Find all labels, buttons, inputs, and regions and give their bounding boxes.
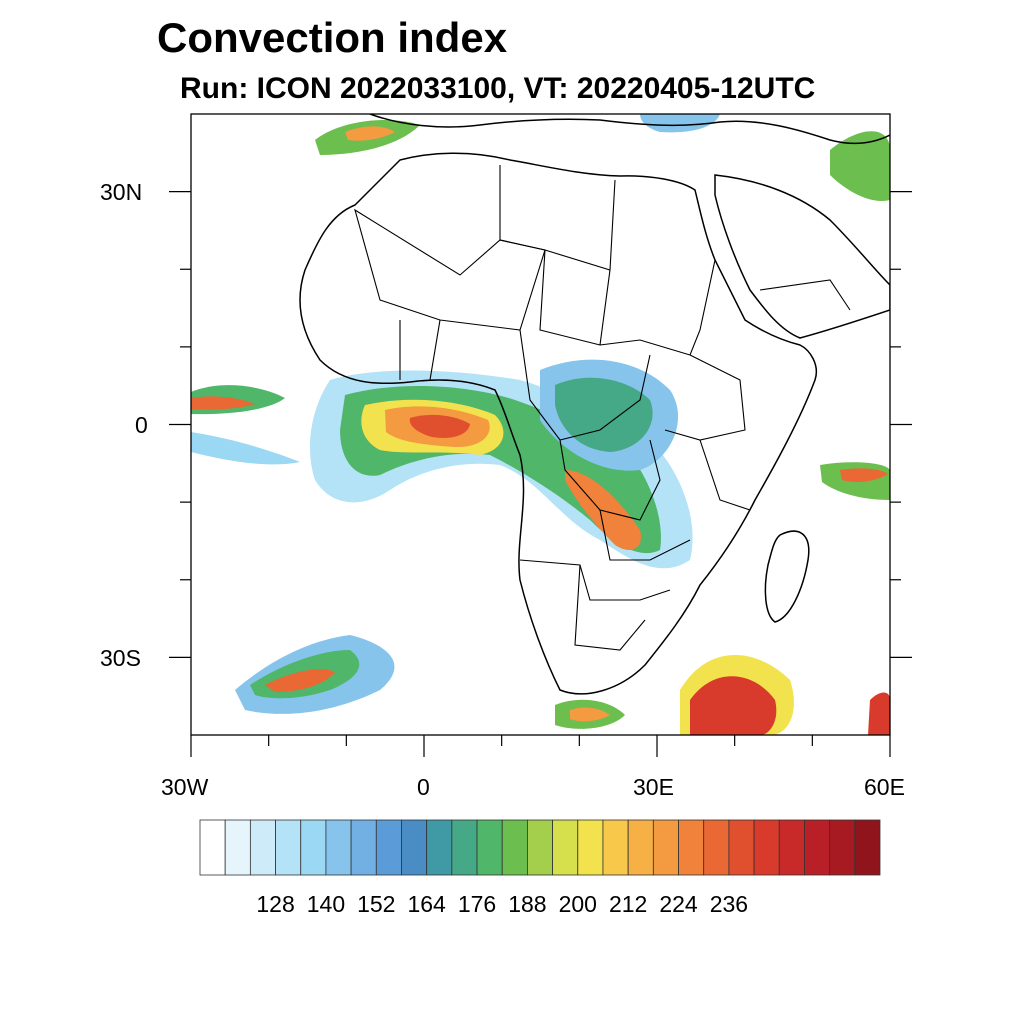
convection-area-red xyxy=(409,414,470,438)
convection-area-med-east xyxy=(640,114,720,133)
lat-label-30s: 30S xyxy=(100,645,141,671)
convection-area-atlantic-south xyxy=(191,432,300,465)
convection-area-south-east-core xyxy=(690,676,777,735)
madagascar-coastline xyxy=(764,530,810,623)
map-subtitle: Run: ICON 2022033100, VT: 20220405-12UTC xyxy=(180,72,816,105)
africa-coastline xyxy=(299,152,817,695)
convection-area-congo-green xyxy=(555,377,653,452)
convection-area-atlantic-north-core xyxy=(191,396,255,410)
convection-area-med-west-core xyxy=(345,126,395,141)
convection-area-cape-core xyxy=(570,707,610,722)
arabia-coastline xyxy=(714,174,890,339)
convection-shading xyxy=(191,114,890,735)
convection-area-congo-orange xyxy=(565,470,641,550)
lat-label-0: 0 xyxy=(135,412,148,438)
convection-area-caspian xyxy=(830,131,890,201)
map-title: Convection index xyxy=(157,14,508,61)
europe-coastline xyxy=(369,114,890,145)
lon-label-60e: 60E xyxy=(864,774,905,800)
convection-area-south-atlantic-core xyxy=(265,669,335,692)
coastlines xyxy=(299,114,890,695)
lon-label-30e: 30E xyxy=(633,774,674,800)
lon-label-0: 0 xyxy=(417,774,430,800)
convection-area-indian-ocean-core xyxy=(840,468,888,482)
country-borders xyxy=(354,165,851,651)
convection-area-far-southeast xyxy=(868,692,890,735)
axis-ticks xyxy=(169,191,912,757)
lat-label-30n: 30N xyxy=(100,179,143,205)
lon-label-30w: 30W xyxy=(161,774,209,800)
